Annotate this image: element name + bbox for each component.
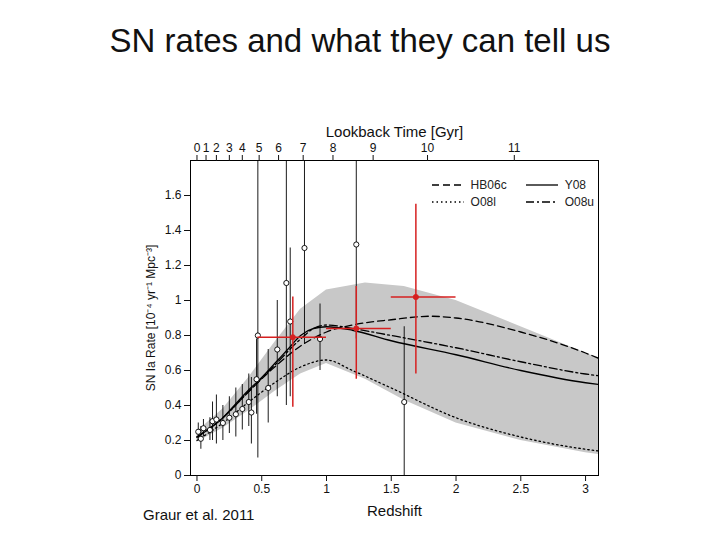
html-text:SN rates and what they can tel: SN rates and what they can tell us (109, 22, 611, 59)
svg-text:11: 11 (508, 141, 521, 155)
svg-text:5: 5 (256, 141, 263, 155)
svg-text:2: 2 (213, 141, 220, 155)
svg-text:3: 3 (582, 482, 589, 496)
svg-text:10: 10 (421, 141, 435, 155)
html-text:Y08: Y08 (564, 178, 586, 192)
svg-text:0: 0 (194, 141, 201, 155)
svg-text:0.5: 0.5 (253, 482, 270, 496)
svg-text:2: 2 (453, 482, 460, 496)
html-text:O08u: O08u (564, 195, 594, 209)
svg-text:0.6: 0.6 (165, 363, 182, 377)
svg-text:9: 9 (370, 141, 377, 155)
svg-text:Lookback Time [Gyr]: Lookback Time [Gyr] (326, 123, 464, 140)
svg-text:1: 1 (203, 141, 210, 155)
svg-text:0.4: 0.4 (165, 398, 182, 412)
svg-text:0.2: 0.2 (165, 433, 182, 447)
svg-text:Redshift: Redshift (367, 502, 423, 519)
svg-text:0: 0 (194, 482, 201, 496)
html-text:O08l: O08l (470, 195, 496, 209)
svg-text:1.4: 1.4 (165, 223, 182, 237)
svg-text:1.6: 1.6 (165, 188, 182, 202)
svg-text:1.2: 1.2 (165, 258, 182, 272)
svg-text:1.5: 1.5 (383, 482, 400, 496)
svg-text:SN Ia Rate [10⁻⁴ yr⁻¹ Mpc⁻³]: SN Ia Rate [10⁻⁴ yr⁻¹ Mpc⁻³] (144, 245, 158, 392)
svg-text:0.8: 0.8 (165, 328, 182, 342)
svg-text:6: 6 (275, 141, 282, 155)
svg-text:8: 8 (330, 141, 337, 155)
html-text:HB06c: HB06c (470, 178, 507, 192)
svg-text:2.5: 2.5 (512, 482, 529, 496)
svg-text:7: 7 (300, 141, 307, 155)
svg-text:1: 1 (175, 293, 182, 307)
html-text:Graur et al. 2011: Graur et al. 2011 (143, 506, 255, 523)
svg-text:1: 1 (323, 482, 330, 496)
svg-text:4: 4 (239, 141, 246, 155)
svg-text:3: 3 (226, 141, 233, 155)
svg-text:0: 0 (175, 468, 182, 482)
